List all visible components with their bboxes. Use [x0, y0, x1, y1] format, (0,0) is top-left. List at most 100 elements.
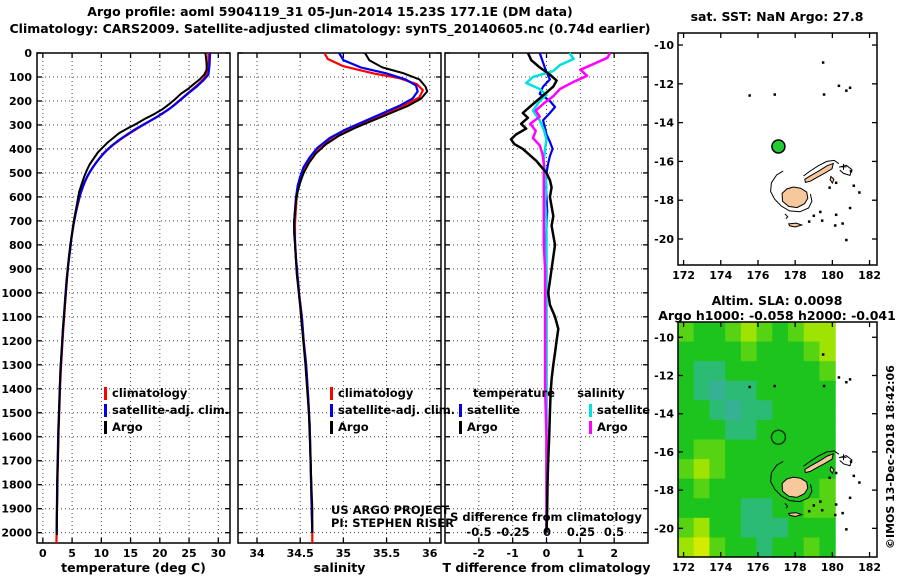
annotation: 0 — [543, 525, 551, 539]
annotation: PI: STEPHEN RISER — [331, 516, 454, 530]
heatmap-cell — [819, 498, 836, 519]
legend-label: satellite-adj. clim. — [112, 403, 229, 417]
heatmap-cell — [678, 537, 695, 558]
heatmap-cell — [693, 419, 711, 441]
x-tick-label: 174 — [709, 269, 732, 282]
heatmap-cell — [740, 380, 758, 401]
islet-dot — [748, 385, 751, 389]
heatmap-cell — [788, 341, 805, 362]
islet-dot — [837, 376, 841, 379]
islet-dot — [833, 224, 837, 227]
heatmap-cell — [788, 322, 805, 343]
heatmap-cell — [756, 478, 773, 499]
heatmap-cell — [740, 361, 758, 382]
heatmap-cell — [788, 400, 805, 421]
sla-map-title-line1: Altim. SLA: 0.0098 — [712, 293, 843, 308]
x-tick-label: 25 — [181, 547, 196, 560]
heatmap-cell — [772, 459, 789, 480]
heatmap-cell — [756, 419, 773, 441]
legend-label: satellite-adj. clim. — [338, 403, 455, 417]
x-tick-label: 172 — [672, 561, 695, 574]
x-tick-label: 36 — [422, 547, 438, 560]
heatmap-cell — [678, 439, 695, 460]
y-tick-label: -14 — [654, 408, 674, 421]
heatmap-cell — [803, 341, 821, 362]
heatmap-cell — [678, 341, 695, 362]
heatmap-cell — [725, 459, 742, 480]
heatmap-cell — [740, 478, 758, 499]
argo-float-marker — [771, 139, 786, 154]
islet-dot — [858, 191, 861, 194]
heatmap-cell — [803, 419, 821, 441]
islet-dot — [848, 496, 852, 500]
heatmap-cell — [725, 380, 742, 401]
heatmap-cell — [693, 341, 711, 362]
coastline — [770, 170, 813, 213]
y-tick-label: -10 — [654, 331, 674, 344]
x-axis-label: T difference from climatology — [442, 560, 650, 575]
heatmap-cell — [709, 341, 726, 362]
y-tick-label: 200 — [9, 95, 32, 108]
islet-dot — [812, 214, 816, 218]
annotation: S difference from climatology — [450, 510, 642, 524]
heatmap-cell — [819, 361, 836, 382]
heatmap-cell — [693, 439, 711, 460]
coastline — [784, 503, 789, 509]
heatmap-cell — [756, 322, 773, 343]
heatmap-cell — [693, 400, 711, 421]
heatmap-cell — [740, 517, 758, 539]
legend-marker — [589, 404, 592, 417]
heatmap-cell — [756, 498, 773, 519]
heatmap-cell — [788, 537, 805, 558]
y-tick-label: 1300 — [1, 359, 32, 372]
heatmap-cell — [678, 322, 695, 343]
heatmap-cell — [725, 517, 742, 539]
y-tick-label: -14 — [654, 117, 674, 130]
x-tick-label: 172 — [672, 269, 695, 282]
heatmap-cell — [803, 517, 821, 539]
islet-dot — [822, 384, 826, 388]
heatmap-cell — [756, 537, 773, 558]
islet-dot — [821, 353, 825, 356]
x-tick-label: 182 — [858, 269, 881, 282]
legend-marker — [104, 421, 107, 434]
heatmap-cell — [803, 322, 821, 343]
heatmap-cell — [819, 400, 836, 421]
y-tick-label: -16 — [654, 446, 674, 459]
axes-frame — [237, 52, 442, 544]
heatmap-cell — [772, 400, 789, 421]
heatmap-cell — [740, 459, 758, 480]
x-tick-label: 34 — [249, 547, 265, 560]
heatmap-cell — [709, 439, 726, 460]
axes-frame — [36, 52, 231, 544]
heatmap-cell — [709, 361, 726, 382]
coastline — [784, 213, 789, 219]
difference-plot: -2 -1 0 1 2 temperature satellite Argo salinity s… — [442, 52, 651, 575]
legend-label: Argo — [597, 420, 628, 434]
heatmap-cell — [803, 439, 821, 460]
island — [787, 512, 804, 518]
legend-label: climatology — [112, 386, 188, 400]
x-tick-label: 20 — [152, 547, 168, 560]
sla-map: 172 174 176 178 180 182 -10 -12 -14 -16 -18 -20 — [654, 321, 881, 574]
islet-dot — [852, 184, 856, 187]
y-tick-label: 700 — [9, 215, 32, 228]
heatmap-cell — [725, 537, 742, 558]
heatmap-cell — [709, 380, 726, 401]
heatmap-cell — [772, 361, 789, 382]
heatmap-cell — [709, 478, 726, 499]
islet-dot — [837, 84, 841, 88]
x-tick-label: 0 — [39, 547, 47, 560]
heatmap-cell — [725, 419, 742, 441]
heatmap-cell — [772, 380, 789, 401]
heatmap-cell — [803, 380, 821, 401]
heatmap-cell — [788, 419, 805, 441]
heatmap-cell — [756, 400, 773, 421]
heatmap-cell — [693, 537, 711, 558]
heatmap-cell — [709, 498, 726, 519]
heatmap-cell — [678, 361, 695, 382]
island — [804, 452, 835, 474]
coastline — [803, 450, 840, 467]
islet-dot — [834, 213, 838, 217]
heatmap-cell — [803, 537, 821, 558]
